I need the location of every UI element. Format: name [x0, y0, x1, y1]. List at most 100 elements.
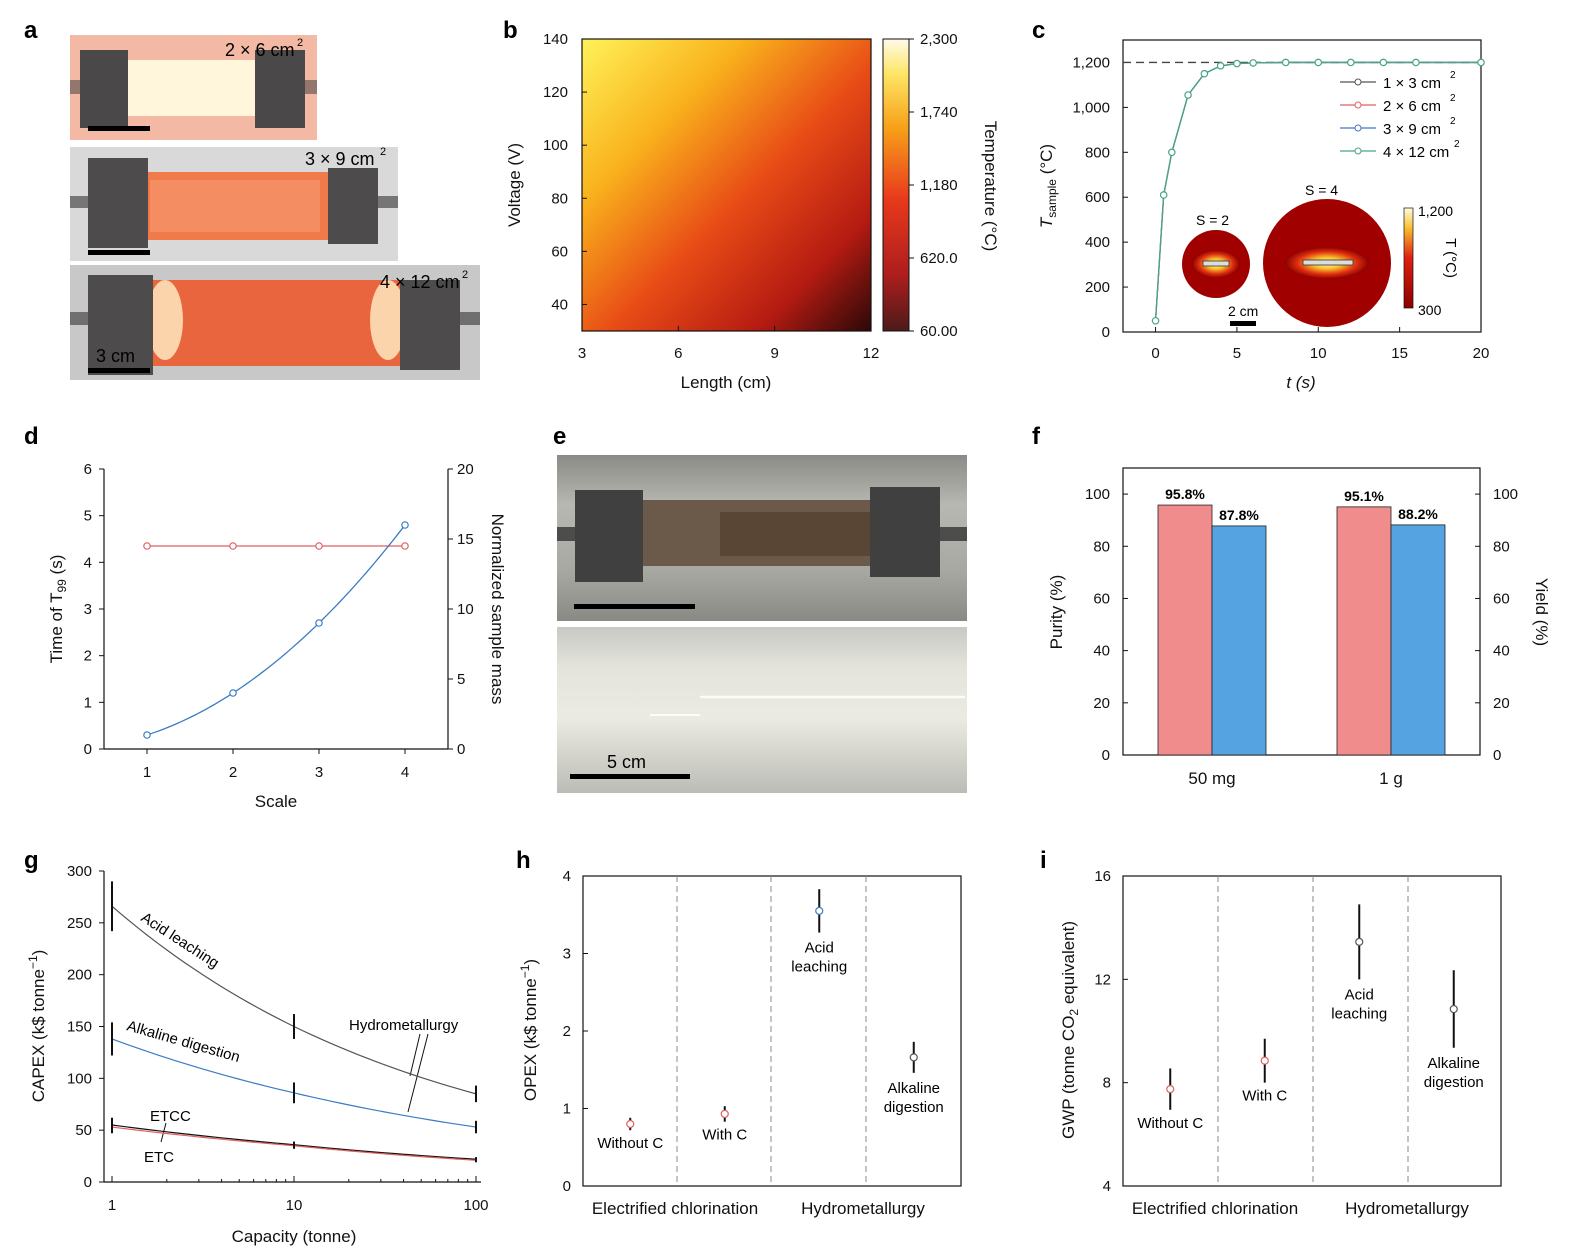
d-y-left-main: Time of T [47, 593, 66, 664]
photo-4x12-caption: 4 × 12 cm [380, 272, 460, 292]
colorbar-tick-label: 1,740 [920, 104, 958, 121]
h-point-label: With C [702, 1127, 747, 1144]
legend-item-1x3: 1 × 3 cm 2 [1340, 70, 1456, 92]
f-bar-yield [1390, 524, 1446, 756]
c-x-tick-label: 10 [1310, 345, 1327, 362]
d-mass-curve [146, 524, 406, 736]
i-group-electrified: Electrified chlorination [1132, 1199, 1298, 1218]
i-y-tick-label: 12 [1094, 971, 1111, 988]
inset-scale-bar [1230, 321, 1256, 326]
d-y-right-tick-label: 15 [457, 531, 474, 548]
d-time-point [229, 542, 237, 550]
photo-e-bottom [557, 627, 967, 793]
label-etc: ETC [144, 1149, 174, 1166]
f-y-left-tick-label: 60 [1093, 590, 1110, 607]
d-y-left-unit: (s) [47, 555, 66, 580]
c-y-label-unit: (°C) [1037, 144, 1056, 179]
h-point-label: Without C [597, 1135, 663, 1152]
g-y-label-main: CAPEX (k$ tonne [29, 969, 48, 1102]
b-y-axis-label: Voltage (V) [505, 143, 524, 227]
c-y-tick-label: 200 [1085, 279, 1110, 296]
legend-1x3-label: 1 × 3 cm [1383, 75, 1441, 92]
c-data-point [1412, 58, 1420, 67]
i-y-label-main: GWP (tonne CO [1059, 1016, 1078, 1139]
legend-1x3-sup: 2 [1450, 70, 1456, 81]
photo-4x12-caption-sup: 2 [462, 269, 468, 281]
f-y-right-tick-label: 100 [1493, 486, 1518, 503]
c-y-label-T: T [1037, 216, 1056, 228]
g-y-label-end: ) [29, 950, 48, 956]
photo-4x12: 4 × 12 cm 2 3 cm [70, 265, 480, 380]
h-group-hydrometallurgy: Hydrometallurgy [801, 1199, 925, 1218]
h-data-point [909, 1053, 918, 1062]
f-y-left-tick-label: 0 [1102, 747, 1110, 764]
inset-s2-label: S = 2 [1196, 212, 1229, 228]
d-time-point [143, 542, 151, 550]
f-y-right-label: Yield (%) [1532, 578, 1551, 646]
panel-f-bar: Purity (%) Yield (%) [1047, 467, 1551, 756]
panel-letter-c: c [1032, 17, 1045, 44]
c-data-point [1184, 91, 1192, 99]
h-data-point [626, 1119, 635, 1129]
photo-scale-label: 3 cm [96, 346, 135, 366]
i-point-label: With C [1242, 1088, 1287, 1105]
d-y-right-tick-label: 0 [457, 741, 465, 758]
panel-d-line: Scale Time of T99 (s) Normalized sample … [47, 469, 507, 811]
c-data-point [1379, 58, 1388, 67]
c-data-point [1233, 59, 1241, 68]
inset-colorbar [1403, 207, 1414, 309]
photo-2x6-glow [118, 60, 268, 116]
photo-e-scale-label: 5 cm [607, 752, 646, 772]
c-series-line [1154, 61, 1481, 321]
d-x-axis-label: Scale [255, 792, 298, 811]
g-x-tick-label: 100 [463, 1197, 488, 1214]
inset-scale-label: 2 cm [1228, 303, 1258, 319]
c-data-point [1151, 316, 1160, 325]
photo-2x6-caption: 2 × 6 cm [225, 40, 295, 60]
c-data-point [1200, 69, 1209, 78]
f-bar-value-label: 88.2% [1398, 506, 1438, 522]
label-hydrometallurgy: Hydrometallurgy [349, 1017, 459, 1034]
i-y-label-sub: 2 [1067, 1009, 1081, 1016]
b-y-tick-label: 40 [551, 296, 568, 313]
b-x-axis-label: Length (cm) [681, 373, 772, 392]
f-y-right-tick-label: 20 [1493, 695, 1510, 712]
i-point-label: Acid leaching [1331, 986, 1387, 1022]
photo-3x9: 3 × 9 cm 2 [70, 146, 398, 261]
colorbar-tick-label: 620.0 [920, 250, 958, 267]
c-legend: 1 × 3 cm 2 2 × 6 cm 2 3 × 9 cm 2 4 × 12 … [1340, 70, 1460, 161]
panel-letter-h: h [516, 847, 531, 874]
c-data-point [1168, 148, 1176, 157]
photo-2x6: 2 × 6 cm 2 [70, 35, 317, 140]
h-y-label-end: ) [521, 959, 540, 965]
c-y-tick-label: 600 [1085, 189, 1110, 206]
c-data-point [1281, 58, 1290, 67]
panel-letter-f: f [1032, 423, 1041, 450]
f-bar-purity [1157, 504, 1213, 756]
c-y-tick-label: 0 [1102, 324, 1110, 341]
i-point-label: Alkaline digestion [1424, 1055, 1484, 1091]
b-y-tick-label: 100 [543, 137, 568, 154]
colorbar [882, 38, 910, 332]
photo-e-scale-bar-top [574, 604, 695, 609]
g-x-axis-label: Capacity (tonne) [232, 1227, 357, 1246]
g-x-tick-label: 1 [108, 1197, 116, 1214]
panel-letter-i: i [1040, 847, 1047, 874]
inset-cb-bottom: 300 [1418, 302, 1442, 318]
legend-4x12-sup: 2 [1454, 139, 1460, 150]
f-bar-value-label: 95.1% [1344, 488, 1384, 504]
c-data-point [1314, 58, 1323, 67]
g-y-axis-label: CAPEX (k$ tonne−1) [26, 950, 48, 1103]
panel-e: 5 cm [557, 455, 967, 793]
inset-s4-label: S = 4 [1305, 182, 1338, 198]
c-y-tick-label: 800 [1085, 144, 1110, 161]
panel-letter-d: d [24, 423, 39, 450]
d-x-tick-label: 1 [143, 764, 151, 781]
f-bar-value-label: 87.8% [1219, 507, 1259, 523]
c-y-label-sub: sample [1045, 179, 1059, 218]
panel-c-line: t (s) Tsample (°C) 1 × 3 cm 2 2 × 6 cm 2… [1037, 39, 1482, 392]
c-y-tick-label: 400 [1085, 234, 1110, 251]
g-y-tick-label: 300 [67, 863, 92, 880]
h-data-point [720, 1109, 729, 1119]
